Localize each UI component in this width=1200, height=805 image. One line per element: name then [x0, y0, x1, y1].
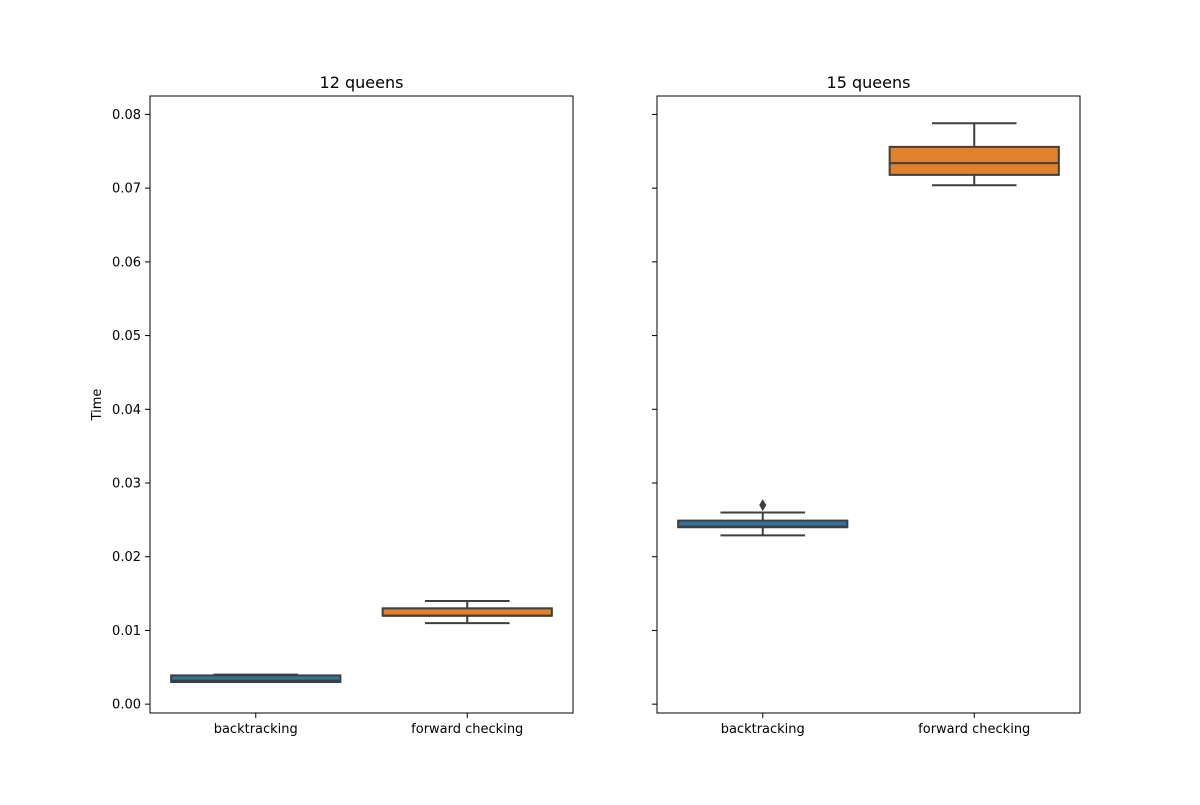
box-backtracking — [170, 673, 342, 684]
y-tick-label: 0.00 — [112, 698, 141, 713]
chart-panel: 15 queens backtracking forward checking — [652, 73, 1081, 737]
y-tick-label: 0.02 — [112, 550, 141, 565]
x-tick-label: backtracking — [721, 722, 805, 737]
outlier-point — [759, 499, 767, 512]
box-body — [170, 674, 342, 684]
box-backtracking — [677, 499, 849, 537]
x-tick-label: forward checking — [918, 722, 1030, 737]
box-body — [381, 607, 553, 617]
y-tick-label: 0.06 — [112, 255, 141, 270]
y-axis-label: Time — [90, 389, 105, 422]
box-forward-checking — [381, 599, 553, 625]
y-tick-label: 0.05 — [112, 329, 141, 344]
y-tick-label: 0.04 — [112, 403, 141, 418]
axes-frame — [149, 95, 574, 714]
y-tick-label: 0.01 — [112, 624, 141, 639]
x-tick-label: backtracking — [214, 722, 298, 737]
axes-frame — [656, 95, 1081, 714]
x-tick-label: forward checking — [411, 722, 523, 737]
panel-title: 12 queens — [320, 73, 404, 92]
y-tick-label: 0.08 — [112, 108, 141, 123]
chart-panel: 12 queens Time 0.00 0.01 0.02 0.03 0.04 0.05 0.0… — [90, 73, 574, 737]
panel-title: 15 queens — [827, 73, 911, 92]
box-body — [888, 145, 1060, 176]
y-tick-label: 0.07 — [112, 182, 141, 197]
box-forward-checking — [888, 122, 1060, 187]
y-tick-label: 0.03 — [112, 477, 141, 492]
